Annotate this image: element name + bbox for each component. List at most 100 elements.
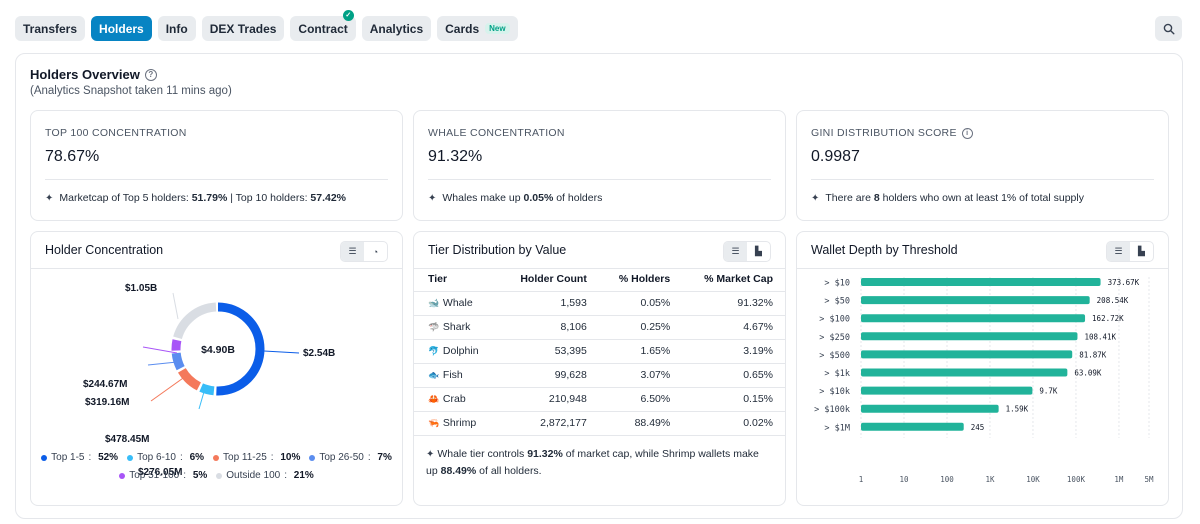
- y-category-label: > $1M: [824, 423, 850, 433]
- x-tick-label: 10K: [1026, 475, 1040, 484]
- legend-pct: 10%: [280, 452, 301, 463]
- tab-holders[interactable]: Holders: [91, 16, 152, 41]
- legend-pct: 5%: [192, 470, 208, 481]
- gini-score-card: GINI DISTRIBUTION SCORE i 0.9987 ✦ There …: [796, 110, 1169, 221]
- bar-value-label: 208.54K: [1097, 296, 1129, 305]
- slice-amount-label: $2.54B: [303, 348, 335, 359]
- note-part: holders who own at least 1% of total sup…: [879, 192, 1084, 204]
- note-bold: 88.49%: [440, 465, 477, 477]
- list-view-icon[interactable]: ☰: [1107, 242, 1130, 261]
- wallet-depth-card: Wallet Depth by Threshold ☰ ▙ 1 10 100 1K 10…: [796, 231, 1169, 506]
- stat-note: ✦ Whales make up 0.05% of holders: [428, 192, 602, 204]
- x-tick-label: 100: [940, 475, 954, 484]
- tier-name: Fish: [442, 369, 463, 381]
- pct-holders-cell: 0.25%: [598, 315, 683, 340]
- slice-amount-label: $478.45M: [105, 434, 149, 445]
- note-part: of holders: [553, 192, 603, 204]
- bar-value-label: 63.09K: [1074, 369, 1102, 378]
- tab-label: Cards: [445, 21, 480, 36]
- legend-item: Top 26-50: 7%: [309, 452, 392, 463]
- table-header-row: Tier Holder Count % Holders % Market Cap: [414, 268, 785, 292]
- tab-label: Contract: [298, 21, 348, 36]
- legend-item: Top 51-100: 5%: [119, 470, 207, 481]
- tier-name: Shrimp: [442, 417, 477, 429]
- sparkle-icon: ✦: [428, 192, 437, 204]
- y-category-label: > $500: [819, 351, 850, 361]
- stat-value: 0.9987: [811, 148, 860, 165]
- bar-value-label: 373.67K: [1108, 278, 1140, 287]
- tab-label: Analytics: [369, 21, 424, 36]
- tier-table: Tier Holder Count % Holders % Market Cap…: [414, 268, 785, 436]
- tier-cell: 🐋 Whale: [414, 291, 499, 316]
- donut-slice: [171, 302, 265, 396]
- pct-mcap-cell: 3.19%: [682, 339, 785, 364]
- card-title: Wallet Depth by Threshold: [811, 243, 958, 257]
- legend-pct: 21%: [293, 470, 314, 481]
- help-icon[interactable]: ?: [144, 68, 157, 81]
- leader-line: [198, 384, 207, 410]
- pct-holders-cell: 0.05%: [598, 291, 683, 316]
- leader-line: [172, 292, 179, 320]
- info-icon[interactable]: i: [961, 127, 973, 139]
- note-bold: 0.05%: [523, 192, 554, 204]
- tab-cards[interactable]: Cards New: [437, 16, 518, 41]
- tier-name: Dolphin: [442, 345, 479, 357]
- legend-label: Top 6-10: [137, 452, 176, 463]
- note-bold: 51.79%: [191, 192, 228, 204]
- depth-bar: [861, 404, 999, 413]
- legend-pct: 7%: [377, 452, 392, 463]
- stat-note: ✦ There are 8 holders who own at least 1…: [811, 192, 1084, 204]
- stat-value: 78.67%: [45, 148, 100, 165]
- dolphin-icon: 🐬: [428, 346, 440, 356]
- tab-transfers[interactable]: Transfers: [15, 16, 86, 41]
- table-row: 🐟 Fish 99,628 3.07% 0.65%: [414, 363, 785, 388]
- view-toggle: ☰ ▙: [723, 241, 771, 262]
- bar-value-label: 245: [971, 423, 985, 432]
- legend-label: Top 1-5: [51, 452, 85, 463]
- tier-cell: 🦀 Crab: [414, 387, 499, 412]
- column-header: % Holders: [598, 268, 683, 292]
- leader-line: [263, 350, 300, 354]
- new-badge: New: [485, 23, 510, 34]
- view-toggle: ☰ ◔: [340, 241, 388, 262]
- legend-item: Outside 100: 21%: [216, 470, 314, 481]
- pct-mcap-cell: 0.65%: [682, 363, 785, 388]
- search-button[interactable]: [1155, 16, 1182, 41]
- stat-label-text: TOP 100 CONCENTRATION: [45, 127, 187, 139]
- bar-value-label: 9.7K: [1039, 387, 1058, 396]
- legend-label: Top 51-100: [129, 470, 180, 481]
- depth-bar: [861, 350, 1073, 359]
- chart-view-icon[interactable]: ▙: [755, 246, 762, 256]
- tier-name: Shark: [442, 321, 471, 333]
- tab-analytics[interactable]: Analytics: [361, 16, 432, 41]
- tab-contract[interactable]: Contract ✓: [290, 10, 356, 41]
- divider: [45, 179, 388, 180]
- snapshot-subtitle: (Analytics Snapshot taken 11 mins ago): [30, 85, 232, 97]
- sparkle-icon: ✦: [811, 192, 820, 204]
- bar-value-label: 162.72K: [1092, 314, 1124, 323]
- x-tick-label: 1K: [985, 475, 995, 484]
- y-category-label: > $100k: [814, 405, 850, 415]
- tab-dex-trades[interactable]: DEX Trades: [201, 16, 285, 41]
- list-view-icon[interactable]: ☰: [724, 242, 747, 261]
- tab-bar: Transfers Holders Info DEX Trades Contra…: [15, 10, 518, 41]
- table-row: 🐋 Whale 1,593 0.05% 91.32%: [414, 291, 785, 316]
- depth-bar: [861, 314, 1086, 323]
- fish-icon: 🐟: [428, 370, 440, 380]
- note-part: Whales make up: [442, 192, 524, 204]
- legend-swatch: [127, 454, 134, 461]
- table-row: 🦐 Shrimp 2,872,177 88.49% 0.02%: [414, 411, 785, 436]
- top100-concentration-card: TOP 100 CONCENTRATION 78.67% ✦ Marketcap…: [30, 110, 403, 221]
- pct-holders-cell: 1.65%: [598, 339, 683, 364]
- chart-view-icon[interactable]: ▙: [1138, 246, 1145, 256]
- tab-info[interactable]: Info: [157, 16, 196, 41]
- table-row: 🦀 Crab 210,948 6.50% 0.15%: [414, 387, 785, 412]
- tab-label: DEX Trades: [209, 21, 277, 36]
- tab-label: Info: [165, 21, 188, 36]
- y-category-label: > $50: [824, 297, 850, 307]
- search-icon: [1163, 23, 1175, 35]
- pie-view-icon[interactable]: ◔: [372, 246, 379, 257]
- divider: [797, 268, 1168, 269]
- stat-label: WHALE CONCENTRATION: [428, 127, 565, 139]
- list-view-icon[interactable]: ☰: [341, 242, 364, 261]
